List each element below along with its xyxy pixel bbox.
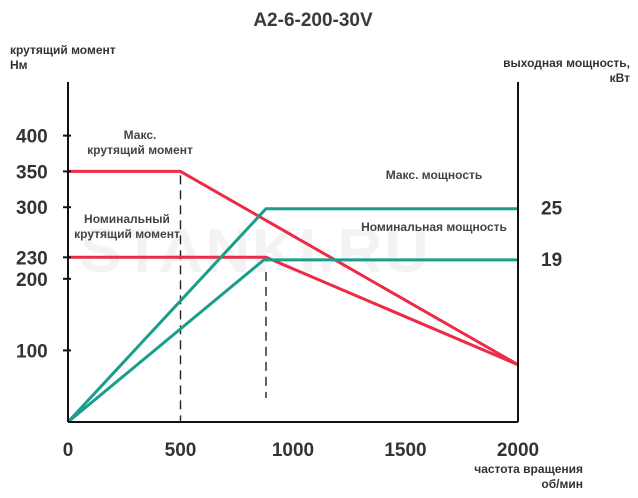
series-annotation-3: Номинальная мощность	[361, 220, 507, 234]
series-annotation-0: Макс. крутящий момент	[87, 128, 193, 157]
x-axis-label: частота вращения об/мин	[474, 462, 583, 491]
y-left-tick-label-350: 350	[16, 162, 48, 183]
series-line-3	[67, 258, 518, 424]
series-annotation-2: Макс. мощность	[386, 168, 483, 182]
series-line-2	[66, 207, 518, 424]
watermark-text: STANKI.RU	[80, 217, 431, 286]
y-left-tick-label-400: 400	[16, 127, 48, 148]
y-left-tick-label-200: 200	[16, 270, 48, 291]
x-tick-label-1000: 1000	[272, 440, 314, 461]
x-tick-label-1500: 1500	[384, 440, 426, 461]
series-line-0	[68, 169, 519, 367]
y-left-tick-label-100: 100	[16, 341, 48, 362]
x-tick-label-500: 500	[165, 440, 197, 461]
x-tick-label-0: 0	[63, 440, 74, 461]
chart-title: A2-6-200-30V	[253, 10, 373, 31]
y-axis-right-label: выходная мощность, кВт	[503, 56, 630, 85]
series-line-1	[68, 255, 519, 367]
y-right-tick-label-25: 25	[541, 199, 563, 220]
y-left-tick-label-230: 230	[16, 248, 48, 269]
x-tick-label-2000: 2000	[497, 440, 539, 461]
y-left-tick-label-300: 300	[16, 198, 48, 219]
series-annotation-1: Номинальный крутящий момент	[74, 212, 180, 241]
y-right-tick-label-19: 19	[541, 250, 562, 271]
y-axis-left-label: крутящий момент Нм	[10, 43, 116, 72]
